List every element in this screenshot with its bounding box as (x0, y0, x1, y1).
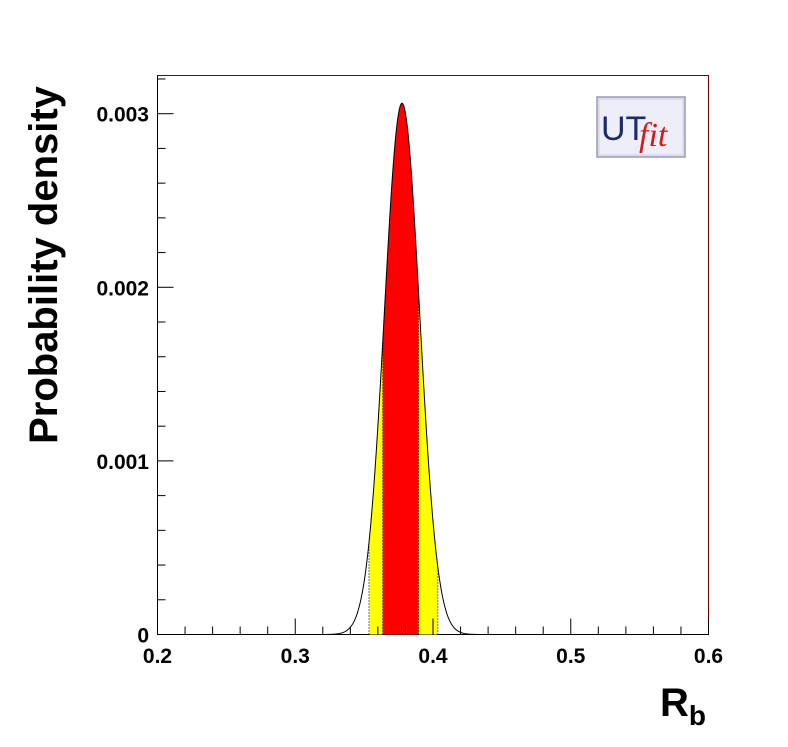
y-axis-ticks: 0 0.001 0.002 0.003 (96, 78, 174, 648)
region-inner (382, 103, 419, 635)
probability-regions (368, 103, 438, 635)
x-tick-label: 0.2 (143, 645, 172, 668)
x-tick-label: 0.6 (694, 645, 723, 668)
y-axis-title: Probability density (22, 85, 66, 444)
x-tick-label: 0.5 (556, 645, 586, 668)
x-axis-title: Rb (660, 681, 706, 731)
y-tick-label: 0.001 (96, 451, 149, 474)
utfit-logo: UT fit (596, 96, 686, 158)
utfit-logo-ut: UT (601, 110, 646, 148)
x-axis-title-main: R (660, 681, 689, 725)
y-tick-label: 0 (137, 625, 149, 648)
utfit-logo-fit: fit (639, 117, 669, 154)
region-boundaries (368, 292, 439, 635)
x-axis-title-subscript: b (689, 700, 706, 731)
x-tick-label: 0.3 (281, 645, 310, 668)
x-axis-ticks: 0.2 0.3 0.4 0.5 0.6 (143, 618, 723, 668)
y-tick-label: 0.002 (96, 277, 149, 300)
x-tick-label: 0.4 (418, 645, 448, 668)
y-tick-label: 0.003 (96, 104, 149, 127)
